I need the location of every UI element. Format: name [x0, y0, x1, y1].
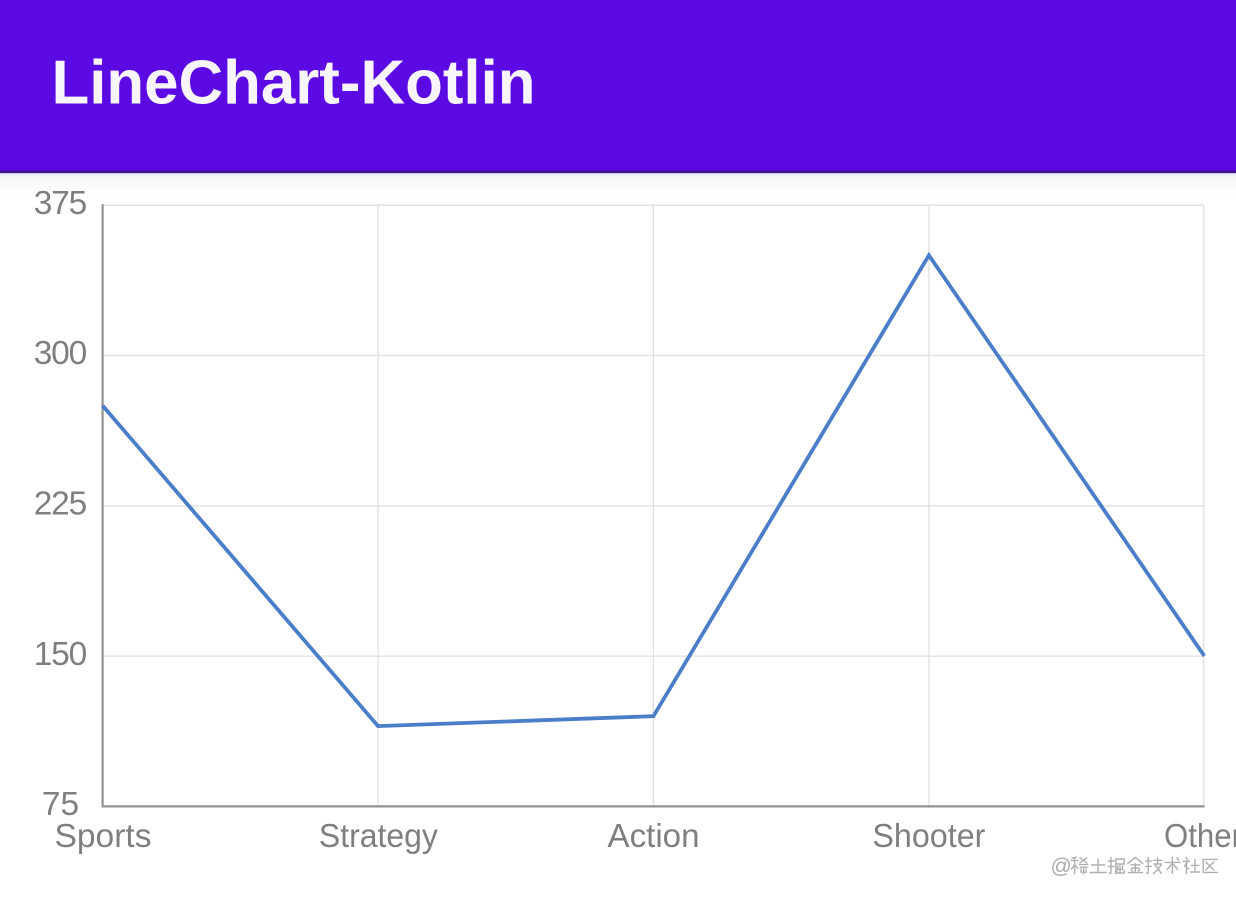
svg-text:Shooter: Shooter [872, 817, 985, 854]
svg-text:300: 300 [34, 335, 88, 372]
svg-text:375: 375 [34, 185, 88, 222]
svg-text:75: 75 [42, 786, 79, 823]
svg-text:150: 150 [34, 636, 88, 673]
svg-text:Action: Action [608, 817, 700, 854]
svg-text:225: 225 [34, 486, 88, 523]
svg-text:Strategy: Strategy [319, 817, 438, 854]
svg-text:Sports: Sports [55, 817, 152, 854]
svg-text:LineChart-Kotlin: LineChart-Kotlin [52, 49, 536, 118]
svg-text:@: @ [1051, 855, 1072, 878]
svg-text:Other: Other [1164, 817, 1236, 854]
